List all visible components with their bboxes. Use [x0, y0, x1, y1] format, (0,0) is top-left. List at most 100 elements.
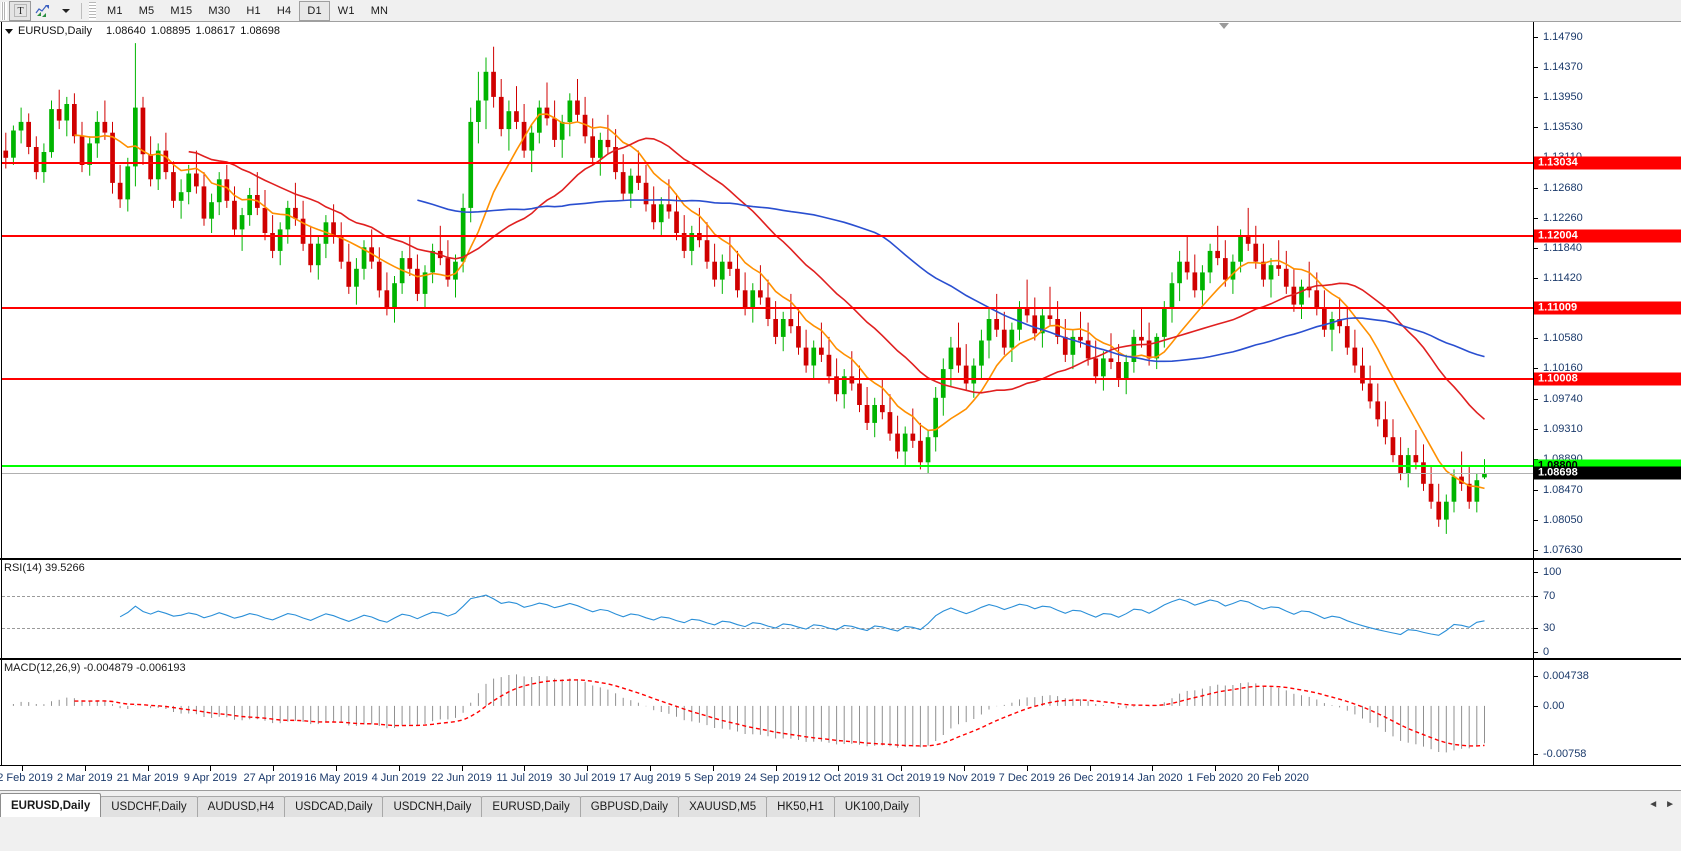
timeframe-group: M1 M5 M15 M30 H1 H4 D1 W1 MN: [99, 0, 396, 21]
timeframe-button-m1[interactable]: M1: [107, 4, 123, 17]
timeframe-button-d1[interactable]: D1: [299, 0, 330, 21]
price-tick-7: 1.11840: [1534, 242, 1582, 254]
chart-tab-1[interactable]: USDCHF,Daily: [100, 796, 198, 817]
ma-fast-line: [74, 113, 1485, 490]
indicators-icon[interactable]: [31, 1, 55, 21]
timeframe-button-h1[interactable]: H1: [246, 4, 261, 17]
price-tick-17: 1.07630: [1534, 544, 1583, 556]
price-pane[interactable]: 1.147901.143701.139501.135301.131101.126…: [0, 22, 1681, 559]
chart-tab-9[interactable]: UK100,Daily: [833, 796, 920, 817]
tab-prev-icon[interactable]: ◄: [1648, 799, 1659, 810]
price-tick-10: 1.10580: [1534, 332, 1583, 344]
time-tick-9: [587, 766, 589, 771]
time-tick-10: [650, 766, 651, 771]
time-label-0: 12 Feb 2019: [0, 772, 53, 784]
price-tick-3: 1.13530: [1534, 121, 1583, 133]
time-label-13: 12 Oct 2019: [808, 772, 869, 784]
rsi-plot[interactable]: [1, 560, 1533, 658]
time-label-6: 4 Jun 2019: [371, 772, 427, 784]
chart-tab-8[interactable]: HK50,H1: [766, 796, 835, 817]
chart-tab-6[interactable]: GBPUSD,Daily: [579, 796, 680, 817]
time-tick-3: [210, 766, 212, 771]
horizontal-level-line-3[interactable]: [2, 378, 1533, 381]
price-tick-11: 1.10160: [1534, 362, 1583, 374]
price-tag-red-3[interactable]: 1.10008: [1534, 372, 1681, 386]
price-tick-15: 1.08470: [1534, 484, 1583, 496]
rsi-tick-3: 0: [1534, 646, 1549, 658]
macd-label: MACD(12,26,9) -0.004879 -0.006193: [4, 662, 186, 674]
timeframe-button-m15[interactable]: M15: [170, 4, 193, 17]
price-tick-8: 1.11420: [1534, 272, 1582, 284]
candlestick-series: [3, 43, 1487, 534]
scroll-position-marker: [1219, 23, 1229, 29]
chart-tab-0[interactable]: EURUSD,Daily: [0, 793, 102, 817]
chart-tab-3[interactable]: USDCAD,Daily: [284, 796, 384, 817]
time-label-3: 9 Apr 2019: [183, 772, 237, 784]
horizontal-level-line-4[interactable]: [2, 464, 1533, 467]
time-label-10: 17 Aug 2019: [619, 772, 681, 784]
price-axis[interactable]: 1.147901.143701.139501.135301.131101.126…: [1533, 22, 1681, 558]
timeframe-button-m30[interactable]: M30: [208, 4, 231, 17]
collapse-arrow-icon[interactable]: [5, 28, 13, 34]
horizontal-level-line-1[interactable]: [2, 235, 1533, 238]
time-tick-8: [524, 766, 526, 771]
price-tag-black-5[interactable]: 1.08698: [1534, 466, 1681, 480]
text-tool-icon[interactable]: T: [9, 0, 31, 21]
rsi-axis[interactable]: 100 70 30 0: [1533, 560, 1681, 658]
macd-axis[interactable]: 0.004738 0.00 -0.00758: [1533, 660, 1681, 765]
chart-tab-7[interactable]: XAUUSD,M5: [678, 796, 768, 817]
timeframe-button-h4[interactable]: H4: [276, 4, 292, 17]
time-label-4: 27 Apr 2019: [243, 772, 303, 784]
time-tick-11: [712, 766, 714, 771]
macd-tick-0: 0.004738: [1534, 670, 1589, 682]
price-tag-red-0[interactable]: 1.13034: [1534, 156, 1681, 169]
time-label-11: 5 Sep 2019: [684, 772, 741, 784]
time-tick-16: [1026, 766, 1028, 771]
horizontal-level-line-0[interactable]: [2, 161, 1533, 164]
tab-next-icon[interactable]: ►: [1665, 799, 1675, 810]
bid-price-line[interactable]: [2, 473, 1533, 475]
chart-high-value: 1.08895: [150, 25, 191, 37]
time-tick-1: [84, 766, 86, 771]
price-tick-6: 1.12260: [1534, 212, 1583, 224]
time-label-18: 14 Jan 2020: [1122, 772, 1183, 784]
price-plot[interactable]: [1, 22, 1533, 558]
time-tick-19: [1215, 766, 1217, 771]
macd-plot[interactable]: [1, 660, 1533, 765]
price-tag-red-1[interactable]: 1.12004: [1534, 229, 1681, 243]
time-label-8: 11 Jul 2019: [496, 772, 553, 784]
timeframe-button-w1[interactable]: W1: [337, 4, 355, 17]
price-tick-16: 1.08050: [1534, 514, 1583, 526]
price-tick-12: 1.09740: [1534, 393, 1583, 405]
timeframe-grip[interactable]: [89, 1, 96, 20]
chevron-down-icon[interactable]: [55, 1, 77, 21]
time-tick-13: [838, 766, 840, 771]
time-label-9: 30 Jul 2019: [558, 772, 616, 784]
time-label-15: 19 Nov 2019: [932, 772, 996, 784]
time-tick-17: [1089, 766, 1091, 771]
rsi-pane[interactable]: 100 70 30 0 RSI(14) 39.5266: [0, 559, 1681, 659]
price-tick-1: 1.14370: [1534, 61, 1583, 73]
price-tag-red-2[interactable]: 1.11009: [1534, 301, 1681, 315]
timeframe-button-m5[interactable]: M5: [138, 4, 155, 17]
macd-tick-2: -0.00758: [1534, 748, 1586, 760]
chart-tab-2[interactable]: AUDUSD,H4: [196, 796, 286, 817]
horizontal-level-line-2[interactable]: [2, 306, 1533, 309]
time-tick-5: [336, 766, 337, 771]
chart-tabbar: EURUSD,Daily USDCHF,Daily AUDUSD,H4 USDCAD,…: [0, 790, 1681, 851]
time-label-12: 24 Sep 2019: [744, 772, 807, 784]
time-label-14: 31 Oct 2019: [871, 772, 932, 784]
time-tick-4: [273, 766, 275, 771]
timeframe-button-mn[interactable]: MN: [370, 4, 389, 17]
chart-symbol-label: EURUSD,Daily: [18, 25, 92, 37]
tab-navigation: ◄ ►: [1648, 799, 1675, 810]
price-tick-5: 1.12680: [1534, 182, 1583, 194]
rsi-series: [119, 594, 1485, 636]
macd-pane[interactable]: 0.004738 0.00 -0.00758 MACD(12,26,9) -0.00…: [0, 659, 1681, 766]
chart-tab-4[interactable]: USDCNH,Daily: [382, 796, 483, 817]
time-label-20: 20 Feb 2020: [1247, 772, 1309, 784]
chart-tab-5[interactable]: EURUSD,Daily: [481, 796, 581, 817]
price-tick-2: 1.13950: [1534, 91, 1583, 103]
toolbar-grip-1[interactable]: [1, 1, 7, 20]
